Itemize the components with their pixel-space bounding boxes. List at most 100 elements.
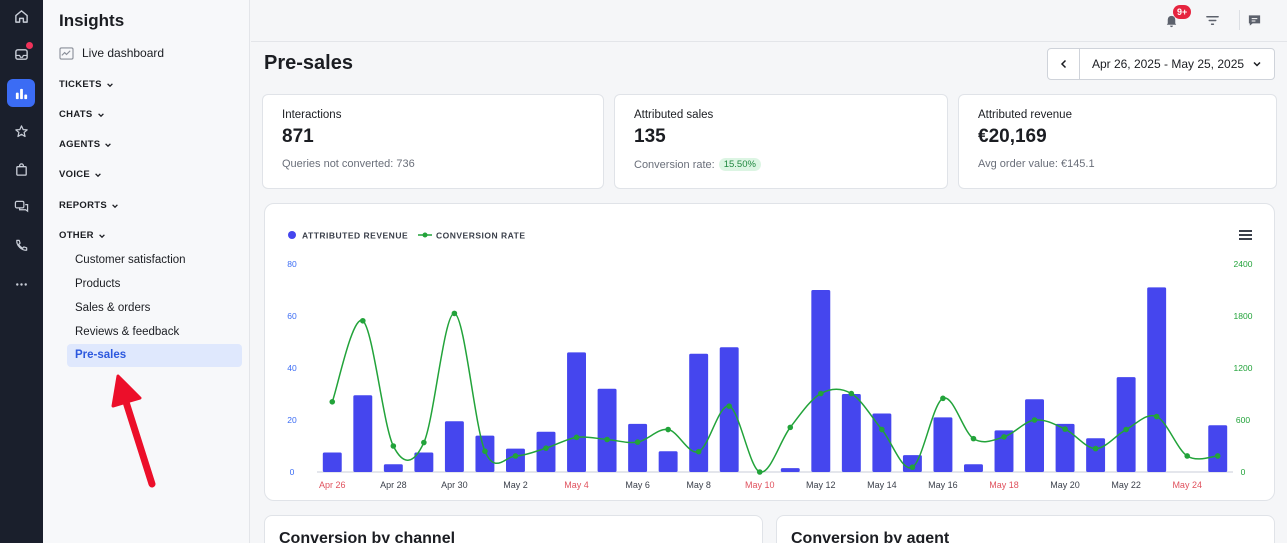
sidebar-section-voice[interactable]: VOICE <box>59 169 102 180</box>
shopping-bag-icon[interactable] <box>7 155 35 183</box>
conversion-rate-point <box>1184 453 1190 459</box>
conversion-rate-point <box>1092 445 1099 452</box>
revenue-bar <box>689 353 709 472</box>
card-title: Conversion by agent <box>791 530 950 543</box>
revenue-bar <box>444 421 464 472</box>
conversion-rate-point <box>451 310 458 317</box>
hamburger-icon-line-2 <box>1239 238 1252 240</box>
more-icon[interactable] <box>7 270 35 298</box>
revenue-bar <box>506 448 525 472</box>
conversion-rate-point <box>634 439 641 445</box>
y-right-tick-label: 0 <box>1241 467 1246 477</box>
chevron-down-icon <box>97 112 104 117</box>
sidebar-item-pre-sales[interactable]: Pre-sales <box>67 344 242 367</box>
dashboard-icon <box>59 46 74 60</box>
section-label: REPORTS <box>59 200 108 211</box>
x-tick-label: May 6 <box>625 480 650 490</box>
kpi-subtext: Avg order value: €145.1 <box>978 158 1257 170</box>
home-icon[interactable] <box>7 2 35 30</box>
x-tick-label: May 4 <box>564 480 589 490</box>
y-left-tick-label: 40 <box>287 363 297 373</box>
conversion-rate-point <box>1001 434 1007 440</box>
sidebar-item-sales-orders[interactable]: Sales & orders <box>75 302 151 314</box>
y-left-tick-label: 80 <box>287 259 297 269</box>
kpi-value: €20,169 <box>978 126 1047 147</box>
y-right-tick-label: 1200 <box>1234 363 1253 373</box>
conversion-rate-point <box>879 426 885 433</box>
chevron-down-icon <box>105 142 112 147</box>
revenue-bar <box>597 388 617 472</box>
revenue-bar <box>1208 425 1228 472</box>
kpi-card-interactions: Interactions 871 Queries not converted: … <box>262 94 604 189</box>
sidebar-section-chats[interactable]: CHATS <box>59 109 105 120</box>
kpi-label: Interactions <box>282 109 342 121</box>
legend-revenue-label: ATTRIBUTED REVENUE <box>302 231 408 241</box>
revenue-bar <box>658 451 678 472</box>
date-range-picker[interactable]: Apr 26, 2025 - May 25, 2025 <box>1079 48 1275 80</box>
chevron-down-icon <box>98 233 105 238</box>
bell-icon[interactable] <box>1161 10 1181 30</box>
conversion-rate-point <box>665 426 671 433</box>
phone-icon[interactable] <box>7 231 35 259</box>
message-icon[interactable] <box>1244 10 1264 30</box>
revenue-bar <box>841 394 861 472</box>
sidebar-item-live-dashboard[interactable]: Live dashboard <box>59 46 164 60</box>
conversion-rate-point <box>512 453 519 459</box>
unread-dot <box>26 42 33 49</box>
revenue-bar <box>353 395 373 472</box>
revenue-bar <box>1147 287 1167 472</box>
kpi-subtext: Queries not converted: 736 <box>282 158 584 170</box>
legend-conversion-marker <box>422 232 428 238</box>
conversion-rate-point <box>1031 417 1038 423</box>
sidebar-section-agents[interactable]: AGENTS <box>59 139 112 150</box>
revenue-bar <box>536 431 556 472</box>
x-tick-label: May 10 <box>745 480 775 490</box>
kpi-subtext-label: Queries not converted: 736 <box>282 158 415 170</box>
revenue-bar <box>994 430 1014 472</box>
revenue-bar <box>628 423 648 472</box>
conversion-rate-point <box>543 445 549 451</box>
bar-chart-icon[interactable] <box>7 79 35 107</box>
section-label: VOICE <box>59 169 91 180</box>
chat-bubbles-icon[interactable] <box>7 192 35 220</box>
conversion-rate-point <box>848 390 855 397</box>
sidebar-title: Insights <box>59 11 125 30</box>
sidebar-item-products[interactable]: Products <box>75 278 121 290</box>
divider <box>1239 10 1240 30</box>
kpi-subtext-label: Avg order value: €145.1 <box>978 158 1095 170</box>
conversion-by-channel-card: Conversion by channel <box>264 515 763 543</box>
kpi-label: Attributed revenue <box>978 109 1072 121</box>
revenue-bar <box>1086 438 1106 472</box>
sidebar-section-reports[interactable]: REPORTS <box>59 200 119 211</box>
sidebar-section-other[interactable]: OTHER <box>59 230 106 241</box>
conversion-rate-point <box>726 403 732 409</box>
conversion-rate-badge: 15.50% <box>718 158 761 171</box>
revenue-bar <box>1025 399 1044 472</box>
inbox-icon[interactable] <box>7 40 35 68</box>
x-tick-label: May 14 <box>867 480 897 490</box>
chevron-down-icon <box>1253 61 1261 67</box>
sidebar-section-tickets[interactable]: TICKETS <box>59 79 114 90</box>
revenue-bar <box>964 464 983 472</box>
conversion-rate-point <box>1123 426 1129 433</box>
sidebar-item-customer-satisfaction[interactable]: Customer satisfaction <box>75 254 186 266</box>
conversion-rate-point <box>482 448 488 454</box>
revenue-bar <box>567 352 586 472</box>
filter-icon[interactable] <box>1202 10 1222 30</box>
conversion-rate-point <box>421 439 427 446</box>
kpi-subtext-label: Conversion rate: <box>634 158 715 171</box>
x-tick-label: Apr 30 <box>441 480 468 490</box>
star-icon[interactable] <box>7 117 35 145</box>
conversion-rate-line <box>331 312 1218 473</box>
section-label: AGENTS <box>59 139 101 150</box>
section-label: OTHER <box>59 230 94 241</box>
kpi-card-attributed-sales: Attributed sales 135 Conversion rate: 15… <box>614 94 948 189</box>
y-right-tick-label: 1800 <box>1234 311 1253 321</box>
x-tick-label: May 22 <box>1111 480 1141 490</box>
revenue-bar <box>872 413 892 472</box>
conversion-rate-point <box>1214 453 1221 459</box>
previous-period-button[interactable] <box>1047 48 1080 80</box>
sidebar-item-reviews-feedback[interactable]: Reviews & feedback <box>75 326 180 338</box>
hamburger-icon-line-0 <box>1239 230 1252 232</box>
top-bar: 9+ <box>251 0 1287 42</box>
